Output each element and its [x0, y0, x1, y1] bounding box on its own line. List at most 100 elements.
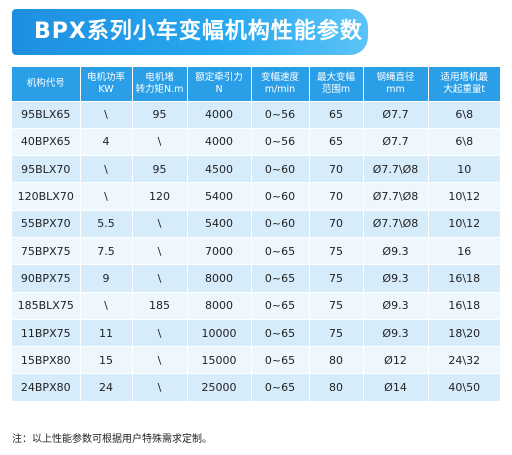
table-row: 24BPX80 24 \ 25000 0~65 80 Ø14 40\50: [12, 373, 500, 402]
cell-stall-torque: \: [132, 373, 188, 402]
cell-max-load: 10\12: [428, 209, 500, 238]
table-row: 40BPX65 4 \ 4000 0~56 65 Ø7.7 6\8: [12, 127, 500, 156]
cell-max-load: 10\12: [428, 182, 500, 211]
col-header-max-load: 适用塔机最 大起重量t: [428, 67, 500, 101]
col-header-rated-traction: 额定牵引力 N: [187, 67, 252, 101]
table-row: 90BPX75 9 \ 8000 0~65 75 Ø9.3 16\18: [12, 264, 500, 293]
cell-max-range: 75: [309, 318, 364, 347]
cell-rope-diameter: Ø7.7: [363, 127, 429, 156]
cell-luffing-speed: 0~60: [251, 209, 310, 238]
cell-rope-diameter: Ø7.7: [363, 100, 429, 129]
table-row: 15BPX80 15 \ 15000 0~65 80 Ø12 24\32: [12, 346, 500, 374]
cell-luffing-speed: 0~65: [251, 236, 310, 265]
cell-max-load: 16: [428, 236, 500, 265]
cell-stall-torque: 120: [132, 182, 188, 211]
table-row: 55BPX70 5.5 \ 5400 0~60 70 Ø7.7\Ø8 10\12: [12, 209, 500, 238]
cell-max-range: 80: [309, 346, 364, 374]
cell-rope-diameter: Ø9.3: [363, 291, 429, 320]
table-header-row: 机构代号 电机功率 KW 电机堵 转力矩N.m 额定牵引力 N 变幅速度 m/min 最…: [12, 67, 500, 101]
cell-rated-traction: 5400: [187, 182, 252, 211]
cell-model: 40BPX65: [12, 127, 81, 156]
table-row: 185BLX75 \ 185 8000 0~65 75 Ø9.3 16\18: [12, 291, 500, 320]
cell-model: 11BPX75: [12, 318, 81, 347]
cell-max-range: 65: [309, 100, 364, 129]
cell-rated-traction: 4500: [187, 155, 252, 183]
cell-rated-traction: 5400: [187, 209, 252, 238]
cell-motor-power: 5.5: [80, 209, 133, 238]
cell-luffing-speed: 0~56: [251, 127, 310, 156]
cell-motor-power: 11: [80, 318, 133, 347]
table-row: 95BLX65 \ 95 4000 0~56 65 Ø7.7 6\8: [12, 100, 500, 129]
cell-stall-torque: \: [132, 318, 188, 347]
cell-rope-diameter: Ø9.3: [363, 236, 429, 265]
cell-motor-power: 7.5: [80, 236, 133, 265]
cell-max-range: 75: [309, 264, 364, 293]
cell-model: 75BPX75: [12, 236, 81, 265]
cell-rated-traction: 4000: [187, 100, 252, 129]
title-banner: BPX系列小车变幅机构性能参数: [12, 9, 368, 55]
cell-luffing-speed: 0~65: [251, 291, 310, 320]
cell-stall-torque: 185: [132, 291, 188, 320]
cell-model: 90BPX75: [12, 264, 81, 293]
cell-max-load: 40\50: [428, 373, 500, 402]
cell-motor-power: \: [80, 182, 133, 211]
cell-max-range: 75: [309, 291, 364, 320]
cell-rope-diameter: Ø9.3: [363, 318, 429, 347]
cell-luffing-speed: 0~60: [251, 155, 310, 183]
cell-luffing-speed: 0~56: [251, 100, 310, 129]
parameters-table: 机构代号 电机功率 KW 电机堵 转力矩N.m 额定牵引力 N 变幅速度 m/min 最…: [12, 67, 500, 402]
cell-max-range: 70: [309, 209, 364, 238]
cell-rope-diameter: Ø7.7\Ø8: [363, 209, 429, 238]
footnote: 注：以上性能参数可根据用户特殊需求定制。: [12, 434, 212, 445]
cell-rope-diameter: Ø12: [363, 346, 429, 374]
cell-stall-torque: \: [132, 127, 188, 156]
cell-motor-power: \: [80, 155, 133, 183]
col-header-luffing-speed: 变幅速度 m/min: [251, 67, 310, 101]
cell-max-load: 6\8: [428, 100, 500, 129]
cell-model: 24BPX80: [12, 373, 81, 402]
cell-rated-traction: 8000: [187, 264, 252, 293]
cell-max-range: 75: [309, 236, 364, 265]
col-header-max-range: 最大变幅 范围m: [309, 67, 364, 101]
cell-luffing-speed: 0~65: [251, 264, 310, 293]
cell-motor-power: 9: [80, 264, 133, 293]
cell-max-load: 6\8: [428, 127, 500, 156]
col-header-stall-torque: 电机堵 转力矩N.m: [132, 67, 188, 101]
cell-max-load: 16\18: [428, 291, 500, 320]
cell-model: 185BLX75: [12, 291, 81, 320]
cell-motor-power: \: [80, 100, 133, 129]
cell-max-load: 16\18: [428, 264, 500, 293]
table-body: 95BLX65 \ 95 4000 0~56 65 Ø7.7 6\8 40BPX65 4 \ 4000…: [12, 100, 500, 402]
cell-rated-traction: 10000: [187, 318, 252, 347]
cell-motor-power: 15: [80, 346, 133, 374]
table-row: 120BLX70 \ 120 5400 0~60 70 Ø7.7\Ø8 10\12: [12, 182, 500, 211]
cell-max-range: 70: [309, 182, 364, 211]
cell-motor-power: 4: [80, 127, 133, 156]
cell-max-range: 80: [309, 373, 364, 402]
cell-stall-torque: 95: [132, 100, 188, 129]
cell-rated-traction: 7000: [187, 236, 252, 265]
cell-rope-diameter: Ø14: [363, 373, 429, 402]
table-row: 95BLX70 \ 95 4500 0~60 70 Ø7.7\Ø8 10: [12, 155, 500, 183]
cell-luffing-speed: 0~60: [251, 182, 310, 211]
cell-stall-torque: \: [132, 236, 188, 265]
cell-luffing-speed: 0~65: [251, 373, 310, 402]
cell-model: 120BLX70: [12, 182, 81, 211]
col-header-motor-power: 电机功率 KW: [80, 67, 133, 101]
cell-motor-power: 24: [80, 373, 133, 402]
cell-model: 95BLX70: [12, 155, 81, 183]
table-row: 11BPX75 11 \ 10000 0~65 75 Ø9.3 18\20: [12, 318, 500, 347]
cell-max-load: 24\32: [428, 346, 500, 374]
col-header-rope-diameter: 钢绳直径 mm: [363, 67, 429, 101]
cell-rated-traction: 15000: [187, 346, 252, 374]
cell-model: 55BPX70: [12, 209, 81, 238]
cell-model: 15BPX80: [12, 346, 81, 374]
cell-motor-power: \: [80, 291, 133, 320]
cell-luffing-speed: 0~65: [251, 346, 310, 374]
cell-stall-torque: 95: [132, 155, 188, 183]
table-row: 75BPX75 7.5 \ 7000 0~65 75 Ø9.3 16: [12, 236, 500, 265]
cell-luffing-speed: 0~65: [251, 318, 310, 347]
cell-model: 95BLX65: [12, 100, 81, 129]
cell-max-range: 70: [309, 155, 364, 183]
page-title: BPX系列小车变幅机构性能参数: [34, 19, 363, 44]
